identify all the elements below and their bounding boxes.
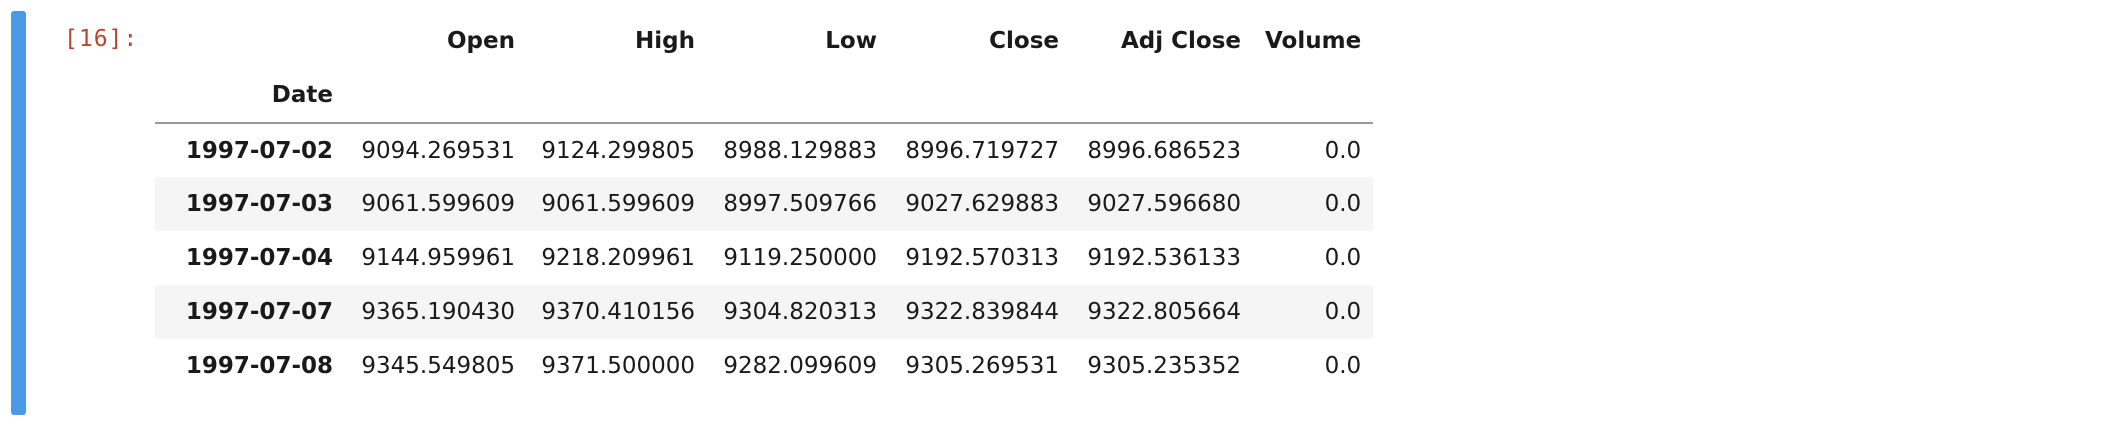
cell-open: 9144.959961: [361, 245, 515, 271]
cell-high: 9061.599609: [541, 191, 695, 217]
cell-close: 8996.719727: [905, 137, 1059, 164]
cell-volume: 0.0: [1324, 137, 1362, 164]
cell-adj-close: 9305.235352: [1087, 353, 1241, 379]
index-name-date: Date: [271, 82, 333, 108]
index-name-row: Date: [155, 68, 1374, 123]
cell-volume: 0.0: [1324, 353, 1362, 379]
cell-open: 9061.599609: [361, 191, 515, 217]
column-header-row: Open High Low Close Adj Close Volume: [155, 14, 1373, 68]
column-header-low: Low: [825, 28, 877, 54]
cell-low: 8988.129883: [723, 137, 877, 164]
cell-high: 9370.410156: [541, 299, 695, 325]
cell-low: 9304.820313: [723, 299, 877, 325]
cell-high: 9124.299805: [541, 137, 695, 164]
cell-adj-close: 9027.596680: [1087, 191, 1241, 217]
cell-close: 9305.269531: [905, 353, 1059, 379]
column-header-volume: Volume: [1265, 28, 1362, 54]
cell-high: 9218.209961: [541, 245, 695, 271]
cell-volume: 0.0: [1324, 191, 1362, 217]
table-row: 1997-07-08 9345.549805 9371.500000 9282.…: [155, 339, 1373, 393]
table-row: 1997-07-04 9144.959961 9218.209961 9119.…: [155, 231, 1373, 285]
cell-adj-close: 8996.686523: [1087, 137, 1241, 164]
row-index-date: 1997-07-08: [185, 353, 333, 379]
cell-high: 9371.500000: [541, 353, 695, 379]
cell-open: 9345.549805: [361, 353, 515, 379]
dataframe-table: Open High Low Close Adj Close Volume Dat…: [155, 14, 1374, 393]
cell-adj-close: 9322.805664: [1087, 299, 1241, 325]
cell-volume: 0.0: [1324, 299, 1362, 325]
row-index-date: 1997-07-04: [185, 245, 333, 271]
cell-selection-bar[interactable]: [11, 11, 26, 415]
column-header-close: Close: [989, 28, 1059, 54]
cell-close: 9027.629883: [905, 191, 1059, 217]
column-header-high: High: [635, 28, 695, 54]
index-header-blank: [155, 14, 345, 68]
cell-volume: 0.0: [1324, 245, 1362, 271]
cell-low: 8997.509766: [723, 191, 877, 217]
table-row: 1997-07-03 9061.599609 9061.599609 8997.…: [155, 177, 1374, 231]
table-row: 1997-07-07 9365.190430 9370.410156 9304.…: [155, 285, 1374, 339]
cell-close: 9192.570313: [905, 245, 1059, 271]
cell-close: 9322.839844: [905, 299, 1059, 325]
cell-adj-close: 9192.536133: [1087, 245, 1241, 271]
execution-count-prompt: [16]:: [64, 26, 139, 52]
column-header-open: Open: [447, 28, 515, 54]
dataframe-body: 1997-07-02 9094.269531 9124.299805 8988.…: [155, 123, 1374, 393]
row-index-date: 1997-07-07: [185, 299, 333, 325]
output-area: Open High Low Close Adj Close Volume Dat…: [155, 14, 1374, 393]
cell-low: 9282.099609: [723, 353, 877, 379]
column-header-adj-close: Adj Close: [1120, 28, 1241, 54]
cell-open: 9094.269531: [361, 137, 515, 164]
cell-open: 9365.190430: [361, 299, 515, 325]
row-index-date: 1997-07-02: [185, 137, 333, 164]
cell-low: 9119.250000: [723, 245, 877, 271]
table-row: 1997-07-02 9094.269531 9124.299805 8988.…: [155, 123, 1373, 177]
row-index-date: 1997-07-03: [185, 191, 333, 217]
